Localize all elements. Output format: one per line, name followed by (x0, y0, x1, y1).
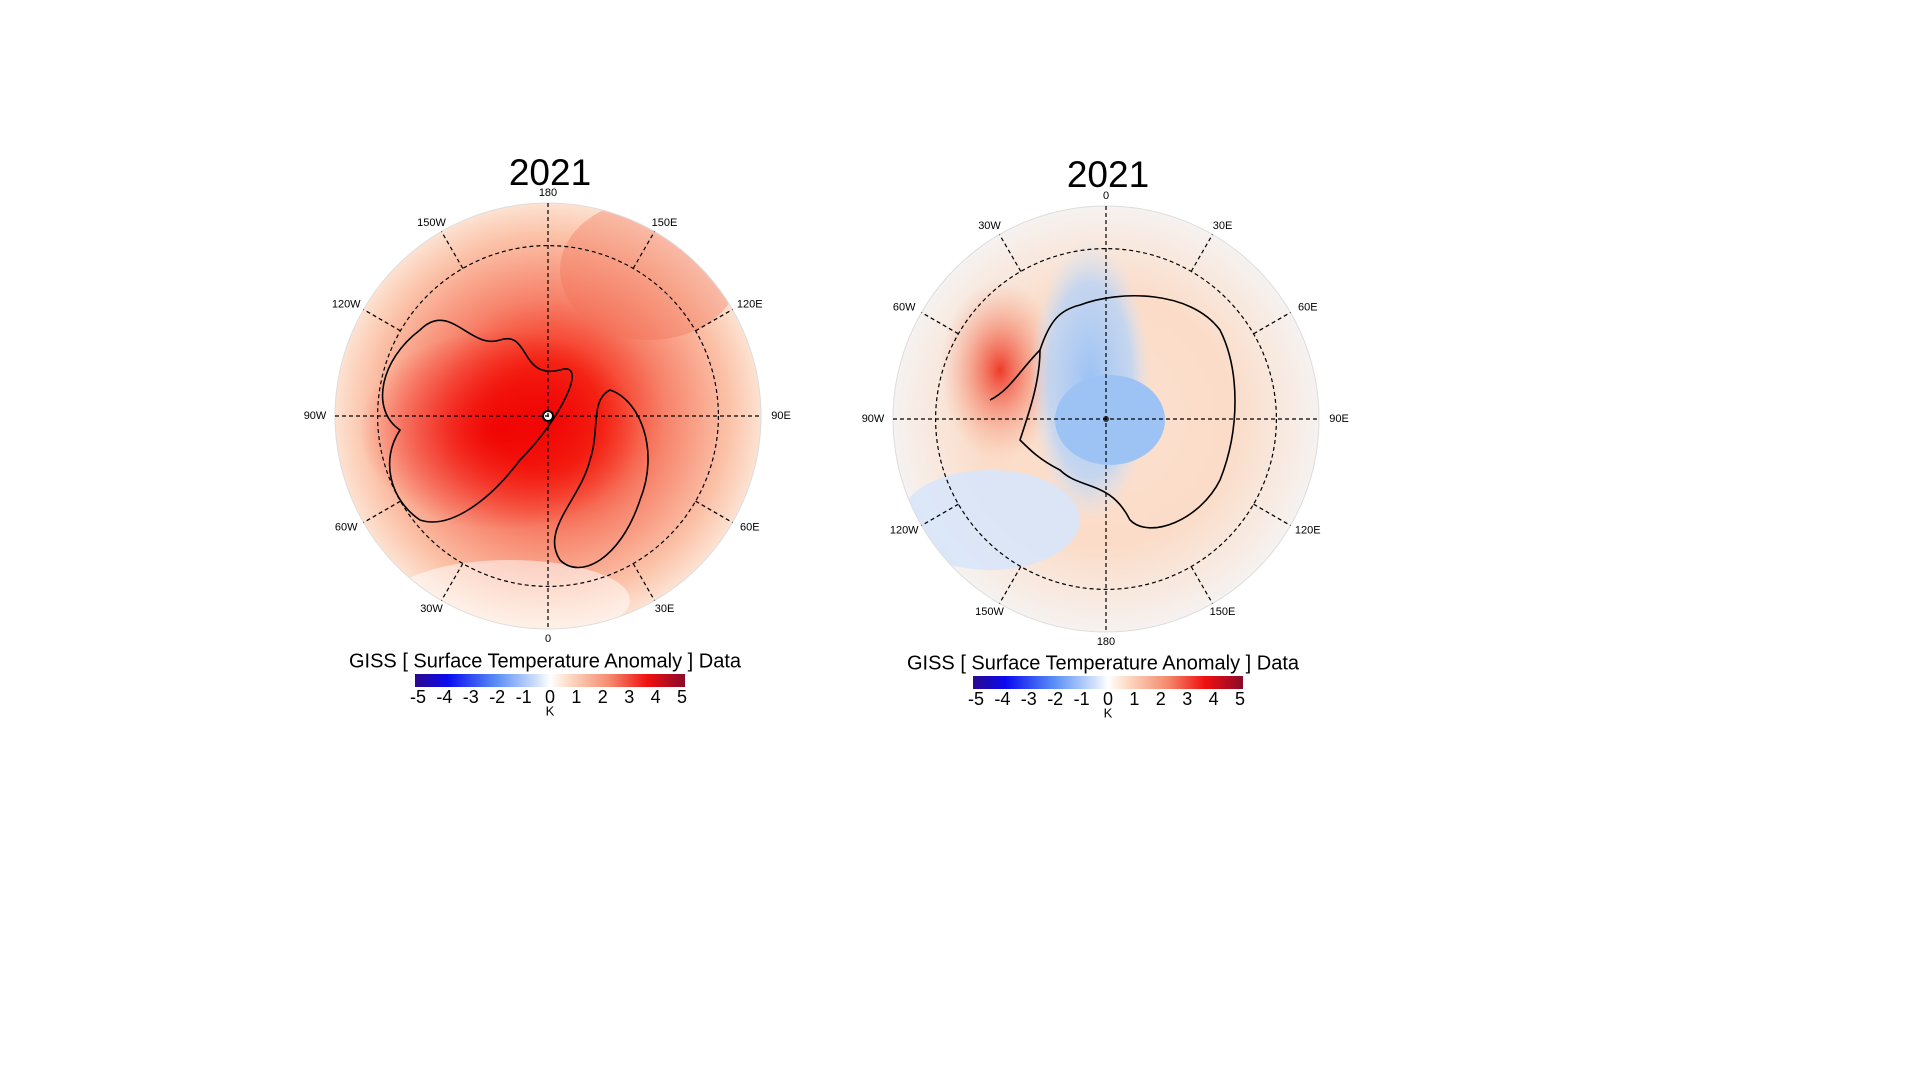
longitude-label: 90W (304, 410, 327, 422)
colorbar-tick: -4 (436, 687, 452, 707)
colorbar (973, 676, 1243, 689)
longitude-label: 90E (1329, 413, 1349, 425)
longitude-label: 60W (335, 521, 358, 533)
colorbar-unit: K (1104, 705, 1113, 720)
colorbar-tick: 5 (677, 687, 687, 707)
longitude-label: 120E (1295, 524, 1321, 536)
longitude-label: 120W (890, 524, 919, 536)
colorbar-tick: -5 (410, 687, 426, 707)
longitude-label: 30E (1213, 220, 1233, 232)
meridian-tick (632, 563, 656, 601)
colorbar-tick: -3 (1021, 689, 1037, 709)
colorbar-tick: 0 (545, 687, 555, 707)
meridian-tick (440, 563, 464, 601)
meridian-tick (1190, 566, 1214, 604)
colorbar-tick: -4 (994, 689, 1010, 709)
meridian-tick (921, 503, 959, 527)
colorbar-tick: 2 (598, 687, 608, 707)
colorbar-title: GISS [ Surface Temperature Anomaly ] Dat… (907, 652, 1300, 674)
longitude-label: 90E (771, 410, 791, 422)
longitude-label: 180 (539, 187, 557, 199)
longitude-label: 150E (1210, 606, 1236, 618)
meridian-tick (695, 308, 733, 332)
longitude-label: 60E (1298, 301, 1318, 313)
longitude-label: 60W (893, 301, 916, 313)
colorbar-tick: 1 (1129, 689, 1139, 709)
longitude-label: 150E (652, 217, 678, 229)
meridian-tick (1190, 234, 1214, 272)
colorbar-unit: K (546, 703, 555, 718)
longitude-label: 120E (737, 298, 763, 310)
longitude-label: 30W (978, 220, 1001, 232)
map-title: 2021 (1067, 154, 1149, 195)
colorbar-tick: 0 (1103, 689, 1113, 709)
meridian-tick (632, 231, 656, 269)
map-title: 2021 (509, 152, 591, 193)
colorbar-tick: 5 (1235, 689, 1245, 709)
meridian-tick (998, 234, 1022, 272)
longitude-label: 120W (332, 298, 361, 310)
longitude-label: 0 (545, 633, 551, 645)
longitude-label: 180 (1097, 636, 1115, 648)
meridian-tick (1253, 503, 1291, 527)
colorbar (415, 674, 685, 687)
colorbar-tick: 1 (571, 687, 581, 707)
colorbar-tick: -1 (1074, 689, 1090, 709)
meridian-tick (363, 308, 401, 332)
longitude-label: 60E (740, 521, 760, 533)
longitude-label: 30E (655, 603, 675, 615)
colorbar-tick: -2 (489, 687, 505, 707)
colorbar-tick: -2 (1047, 689, 1063, 709)
colorbar-tick: 3 (624, 687, 634, 707)
longitude-label: 150W (975, 606, 1004, 618)
colorbar-tick: -1 (516, 687, 532, 707)
longitude-label: 0 (1103, 190, 1109, 202)
colorbar-tick: -3 (463, 687, 479, 707)
meridian-tick (440, 231, 464, 269)
meridian-tick (921, 311, 959, 335)
meridian-tick (1253, 311, 1291, 335)
colorbar-tick: 2 (1156, 689, 1166, 709)
meridian-tick (998, 566, 1022, 604)
colorbar-tick: 4 (651, 687, 661, 707)
longitude-label: 150W (417, 217, 446, 229)
colorbar-tick: 3 (1182, 689, 1192, 709)
colorbar-tick: -5 (968, 689, 984, 709)
meridian-tick (363, 500, 401, 524)
meridian-tick (695, 500, 733, 524)
colorbar-title: GISS [ Surface Temperature Anomaly ] Dat… (349, 650, 742, 672)
longitude-label: 90W (862, 413, 885, 425)
longitude-label: 30W (420, 603, 443, 615)
colorbar-tick: 4 (1209, 689, 1219, 709)
